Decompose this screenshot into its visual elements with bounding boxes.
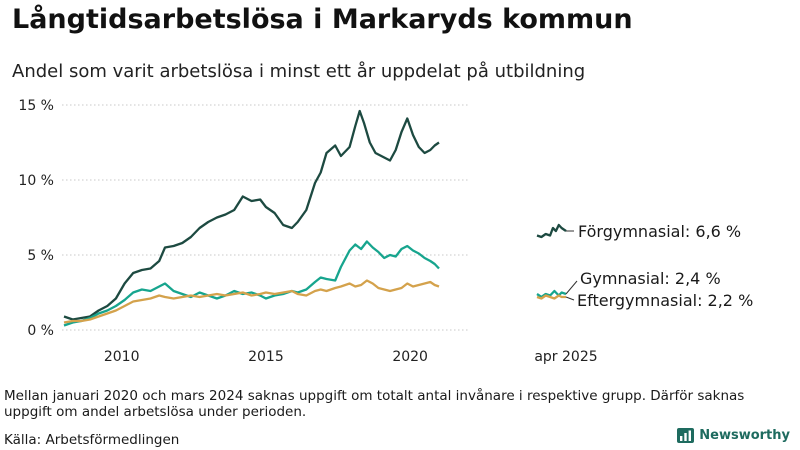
x-tick-label: 2015	[248, 349, 284, 365]
series-line-förgymnasial	[63, 109, 440, 321]
y-tick-label: 10 %	[18, 173, 54, 189]
series-line-eftergymnasial	[63, 279, 440, 324]
series-line-gymnasial	[63, 240, 440, 327]
series-label-gymnasial: Gymnasial: 2,4 %	[580, 269, 721, 288]
series-label-förgymnasial: Förgymnasial: 6,6 %	[578, 222, 741, 241]
series-line-recent-gymnasial	[536, 289, 567, 299]
bar-chart-icon	[677, 428, 695, 443]
source-label: Källa: Arbetsförmedlingen	[4, 432, 180, 448]
x-tick-label: apr 2025	[534, 349, 597, 365]
series-line-recent-förgymnasial	[536, 223, 567, 239]
series-line-recent-eftergymnasial	[536, 294, 566, 300]
label-leader-line	[565, 280, 578, 295]
footnote: Mellan januari 2020 och mars 2024 saknas…	[4, 388, 745, 420]
chart-subtitle: Andel som varit arbetslösa i minst ett å…	[12, 61, 586, 82]
x-tick-label: 2020	[392, 349, 428, 365]
y-tick-label: 5 %	[27, 248, 54, 264]
x-tick-label: 2010	[104, 349, 140, 365]
y-tick-label: 15 %	[18, 98, 54, 114]
y-tick-label: 0 %	[27, 323, 54, 339]
brand-logo: Newsworthy	[677, 428, 790, 443]
series-label-eftergymnasial: Eftergymnasial: 2,2 %	[577, 291, 753, 310]
label-leader-line	[565, 296, 575, 301]
chart-title: Långtidsarbetslösa i Markaryds kommun	[12, 4, 633, 35]
brand-name: Newsworthy	[699, 428, 790, 443]
